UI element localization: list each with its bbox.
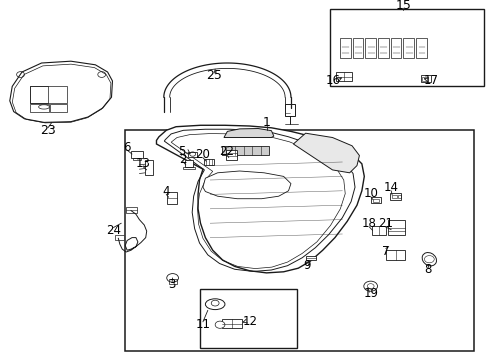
Bar [124,130,473,351]
Bar [372,199,379,202]
Text: 13: 13 [135,157,150,170]
Text: 15: 15 [395,0,410,12]
Bar [386,250,404,260]
Bar [390,38,401,58]
Bar [222,146,268,155]
Text: 20: 20 [195,148,210,161]
Bar [329,9,483,86]
Text: 21: 21 [377,217,392,230]
Text: 17: 17 [423,75,438,87]
Bar [184,160,192,167]
Bar [365,38,375,58]
Bar [126,207,137,213]
Text: 3: 3 [168,278,176,291]
Text: 4: 4 [162,185,170,198]
Bar [226,150,237,160]
Circle shape [166,274,178,282]
Text: 7: 7 [381,245,389,258]
Bar [352,38,363,58]
Bar [339,38,350,58]
Text: 22: 22 [219,145,234,158]
Bar [415,38,426,58]
Text: 9: 9 [303,259,310,272]
Bar [145,160,153,175]
Text: 2: 2 [179,153,187,166]
Bar [30,86,48,103]
Bar [422,77,427,81]
Bar [131,151,142,158]
Text: 18: 18 [361,217,376,230]
Bar [30,86,67,103]
Polygon shape [203,171,290,199]
Bar [226,153,237,156]
Text: 6: 6 [123,141,131,154]
Bar [199,289,297,348]
Text: 12: 12 [243,315,257,328]
Bar [168,279,176,284]
Text: 24: 24 [106,224,121,237]
Polygon shape [10,61,112,122]
Text: 11: 11 [195,318,210,331]
Bar [389,193,400,200]
Bar [370,197,381,203]
Bar [222,319,242,328]
Circle shape [363,281,377,291]
Text: 8: 8 [424,263,431,276]
Bar [403,38,413,58]
Bar [371,226,386,235]
Bar [377,38,388,58]
Bar [50,104,67,112]
Polygon shape [293,133,359,173]
Ellipse shape [421,253,436,266]
Bar [30,104,49,112]
Bar [284,104,295,116]
Polygon shape [224,129,273,138]
Text: 14: 14 [383,181,398,194]
Text: 5: 5 [178,145,185,158]
Bar [397,195,400,198]
Bar [387,220,404,235]
Bar [167,192,177,204]
Bar [204,159,214,165]
Bar [115,235,123,240]
Ellipse shape [205,299,224,310]
Bar [391,195,396,198]
Bar [183,167,194,169]
Bar [188,152,197,157]
Bar [133,158,141,160]
Polygon shape [156,125,364,273]
Text: 19: 19 [364,287,378,300]
Circle shape [215,321,224,328]
Text: 25: 25 [206,69,222,82]
Bar [305,256,316,260]
Ellipse shape [39,105,49,109]
Text: 16: 16 [325,75,340,87]
Text: 10: 10 [363,187,377,200]
Text: 23: 23 [40,124,56,137]
Bar [336,72,351,81]
Bar [420,75,430,82]
Text: 1: 1 [262,116,270,129]
